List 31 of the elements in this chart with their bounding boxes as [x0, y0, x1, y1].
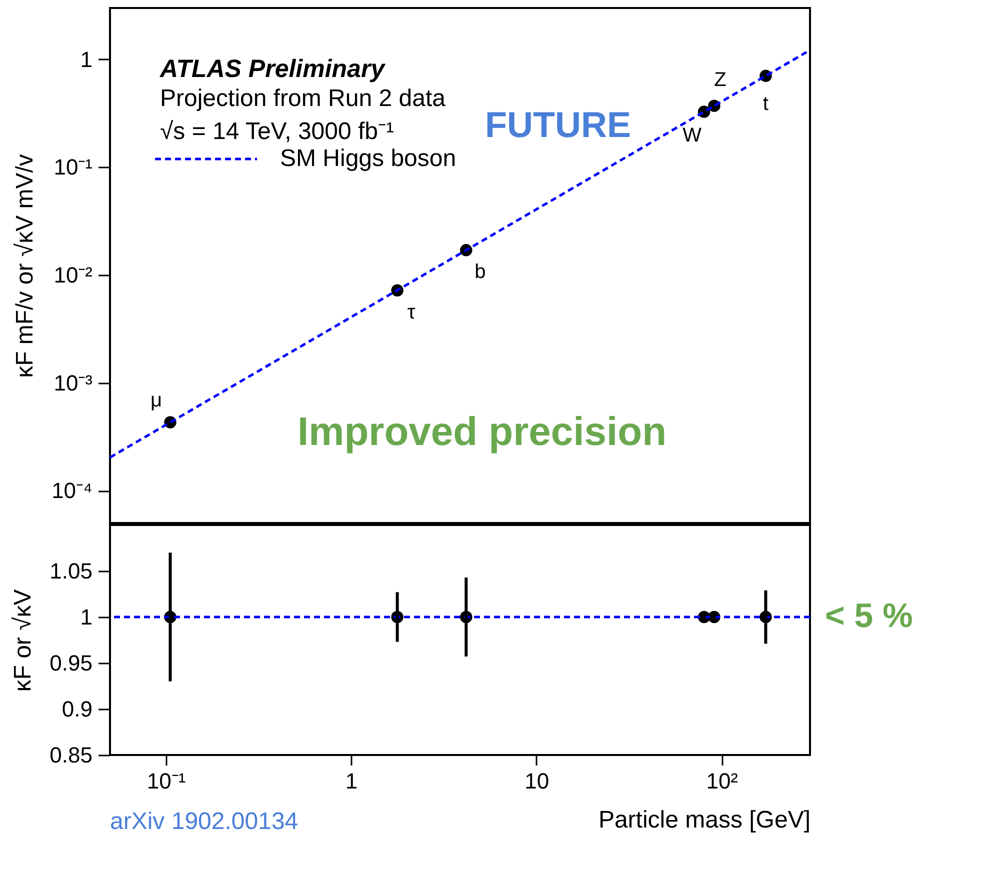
y-axis-title: κF or √κV: [10, 589, 37, 692]
annotation: Z: [714, 68, 726, 91]
y-tick-label: 0.85: [50, 742, 92, 768]
annotation: √s = 14 TeV, 3000 fb⁻¹: [160, 118, 394, 145]
x-tick-label: 10: [524, 768, 550, 794]
annotation: Projection from Run 2 data: [160, 85, 446, 112]
x-axis-title: Particle mass [GeV]: [598, 806, 810, 834]
y-tick-label: 0.9: [62, 696, 92, 722]
annotation: b: [474, 261, 486, 284]
legend-label: SM Higgs boson: [280, 145, 456, 172]
y-tick-label: 10⁻⁴: [52, 478, 92, 504]
x-tick-label: 10⁻¹: [146, 768, 186, 794]
text: arXiv 1902.00134: [110, 808, 298, 835]
y-tick-label: 1: [80, 46, 92, 72]
y-tick-label: 10⁻²: [54, 262, 92, 288]
x-tick-label: 10²: [706, 768, 738, 794]
annotation: ATLAS Preliminary: [159, 55, 386, 83]
annotation: μ: [150, 389, 162, 412]
y-tick-label: 10⁻¹: [54, 154, 92, 180]
x-tick-label: 1: [345, 768, 358, 794]
y-tick-label: 0.95: [50, 650, 92, 676]
annotation: FUTURE: [485, 104, 631, 145]
y-tick-label: 10⁻³: [54, 370, 92, 396]
annotation: τ: [407, 301, 416, 324]
text: < 5 %: [825, 597, 913, 635]
y-axis-title: κF mF/v or √κV mV/v: [12, 154, 39, 378]
annotation: W: [682, 124, 702, 147]
annotation: Improved precision: [298, 410, 666, 454]
y-tick-label: 1.05: [50, 558, 92, 584]
y-tick-label: 1: [80, 604, 92, 630]
annotation: t: [762, 92, 769, 115]
